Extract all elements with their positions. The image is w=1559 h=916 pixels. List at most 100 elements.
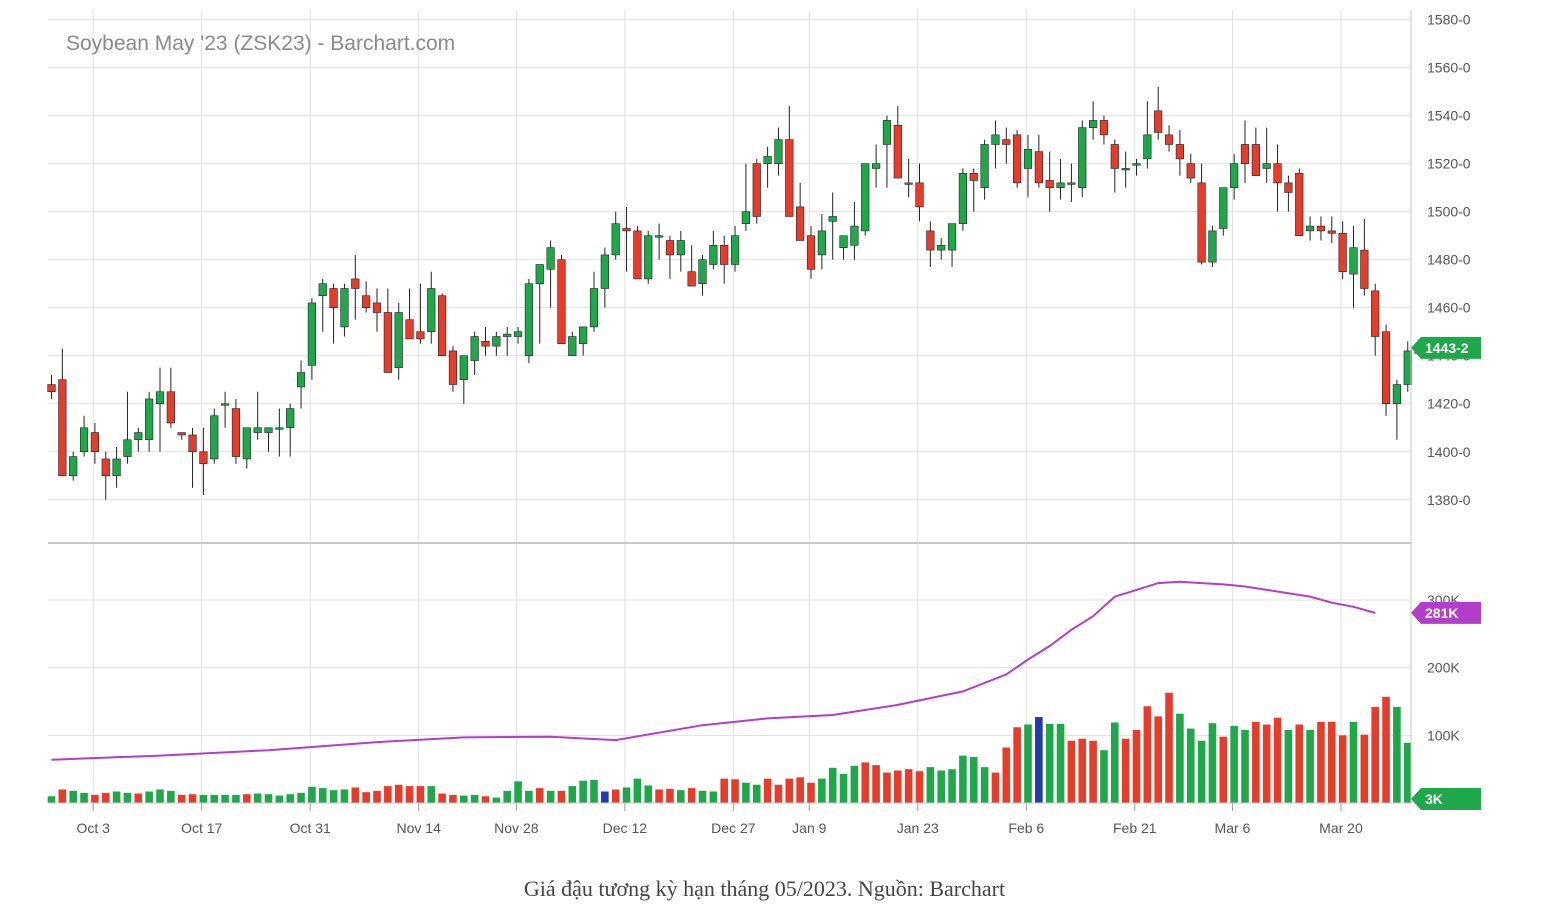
candle-body <box>1002 139 1011 145</box>
candle-body <box>1121 168 1130 171</box>
time-tick-label: Oct 3 <box>76 820 110 836</box>
time-tick-label: Mar 20 <box>1319 820 1363 836</box>
volume-bar <box>1393 706 1401 803</box>
volume-bar <box>1360 734 1369 803</box>
volume-bar <box>1143 706 1152 803</box>
open-interest-tag: 281K <box>1411 601 1481 624</box>
candle <box>1327 216 1336 243</box>
volume-bar <box>1371 706 1379 803</box>
volume-bar <box>47 796 56 803</box>
candle <box>1056 158 1065 200</box>
candle-body <box>1208 230 1217 263</box>
volume-bar <box>286 794 294 803</box>
candle-body <box>155 391 165 405</box>
candle <box>1067 163 1076 203</box>
candle <box>79 415 89 457</box>
candle <box>611 211 620 260</box>
time-tick-label: Nov 28 <box>494 820 539 836</box>
candle <box>253 391 262 440</box>
candle-body <box>969 172 978 181</box>
price-tick-label: 1540-0 <box>1427 108 1471 124</box>
candle-body <box>134 432 143 441</box>
volume-bar <box>557 790 566 803</box>
candle <box>1349 226 1358 308</box>
candle-body <box>1306 225 1315 232</box>
candle <box>774 127 783 176</box>
candle-body <box>47 384 56 393</box>
candle <box>730 226 740 272</box>
time-tick-label: Mar 6 <box>1215 820 1251 836</box>
candle-body <box>752 163 761 217</box>
candle-body <box>112 458 121 477</box>
candle <box>1023 134 1033 198</box>
candle-body <box>296 372 306 388</box>
volume-bar <box>1024 724 1032 803</box>
time-tick-label: Jan 9 <box>792 820 826 836</box>
candle-body <box>1186 163 1195 179</box>
candle-body <box>654 235 664 238</box>
candle <box>882 115 892 188</box>
candle-body <box>850 225 859 246</box>
volume-bar <box>535 788 544 803</box>
volume-bar <box>1013 727 1021 803</box>
candle <box>926 221 935 267</box>
volume-bar <box>405 786 414 803</box>
time-tick-label: Jan 23 <box>897 820 939 836</box>
candle <box>394 302 403 380</box>
candle <box>687 245 696 287</box>
volume-bar <box>91 794 99 803</box>
candle <box>1240 120 1250 183</box>
volume-bar <box>904 769 913 803</box>
candle <box>839 235 848 260</box>
volume-bar <box>1306 729 1314 803</box>
figure-caption: Giá đậu tương kỳ hạn tháng 05/2023. Nguồ… <box>523 876 1006 901</box>
candle-body <box>1132 163 1141 166</box>
candle <box>1154 86 1163 140</box>
candle-body <box>937 244 946 251</box>
candle-body <box>720 244 729 265</box>
candle-body <box>459 355 468 381</box>
candle <box>600 247 609 308</box>
volume-bar <box>1186 728 1195 803</box>
candle-body <box>600 254 609 289</box>
price-tick-label: 1380-0 <box>1427 492 1471 508</box>
volume-bar <box>69 790 77 803</box>
candle <box>828 192 837 260</box>
candle <box>221 391 230 428</box>
candle <box>1045 151 1054 212</box>
candle <box>166 367 175 428</box>
volume-bar <box>601 791 609 803</box>
candle-body <box>79 427 89 453</box>
candle-body <box>199 451 208 465</box>
candle <box>470 331 479 375</box>
candle-body <box>448 350 458 385</box>
candle-body <box>1273 163 1282 184</box>
candle-body <box>145 398 154 441</box>
volume-bar <box>416 786 425 803</box>
candle <box>1295 168 1304 236</box>
candle-body <box>372 302 382 313</box>
open-interest-line <box>51 580 1376 761</box>
candle-body <box>579 326 588 345</box>
candle <box>947 223 957 267</box>
volume-tick-label: 200K <box>1427 660 1460 676</box>
candle-body <box>69 456 78 477</box>
candle <box>850 202 859 260</box>
volume-bar <box>449 794 457 803</box>
candle <box>633 226 642 280</box>
candle-body <box>611 223 620 256</box>
candle-body <box>318 283 327 297</box>
candle <box>69 451 78 481</box>
candle <box>752 158 761 224</box>
candle <box>481 326 490 356</box>
candle <box>557 254 566 345</box>
volume-bar <box>1219 736 1228 803</box>
volume-bar <box>1089 740 1097 803</box>
candle <box>188 427 197 488</box>
volume-bar <box>308 786 316 803</box>
volume-bar <box>1078 738 1087 803</box>
volume-bar <box>622 787 631 803</box>
grid-lines <box>48 10 1411 803</box>
candle-body <box>644 235 653 280</box>
candle <box>1110 139 1119 193</box>
